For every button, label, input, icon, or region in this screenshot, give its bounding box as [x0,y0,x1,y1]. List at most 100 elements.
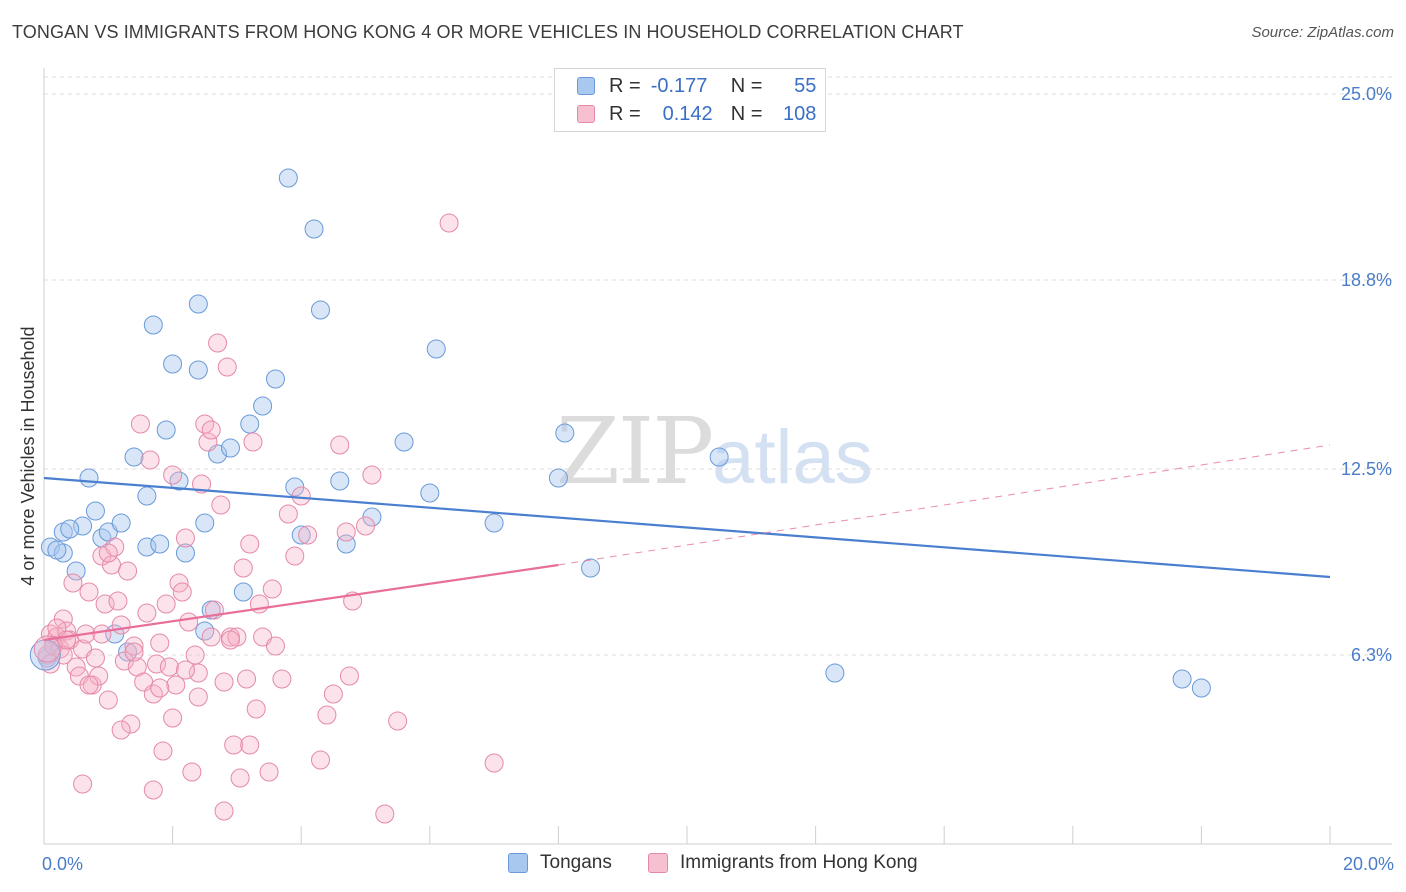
y-tick-label: 18.8% [1341,270,1392,290]
point-tongans [137,486,157,506]
point-hongkong [217,357,237,377]
point-hongkong [224,735,244,755]
legend-item-tongans: Tongans [508,852,612,874]
point-tongans [188,360,208,380]
legend-row-hongkong: R = 0.142 N = 108 [577,101,816,127]
point-hongkong [111,720,131,740]
trend-line-hongkong-extended [558,444,1331,566]
y-tick-label: 6.3% [1351,645,1392,665]
point-hongkong [285,546,305,566]
point-hongkong [214,801,234,821]
point-tongans [1191,678,1211,698]
point-hongkong [185,645,205,665]
y-tick-label: 25.0% [1341,84,1392,104]
legend-swatch-hongkong [577,105,595,123]
point-tongans [85,501,105,521]
legend-row-tongans: R = -0.177 N = 55 [577,73,816,99]
point-tongans [304,219,324,239]
point-hongkong [108,591,128,611]
point-tongans [195,513,215,533]
legend-item-hongkong: Immigrants from Hong Kong [648,852,918,874]
point-hongkong [439,213,459,233]
point-hongkong [298,525,318,545]
legend-r-label: R = [609,102,641,125]
series-legend: Tongans Immigrants from Hong Kong [0,852,1406,878]
point-hongkong [172,582,192,602]
point-tongans [156,420,176,440]
point-tongans [175,543,195,563]
point-tongans [220,438,240,458]
legend-swatch-tongans [508,853,528,873]
point-tongans [330,471,350,491]
point-hongkong [198,432,218,452]
point-tongans [143,315,163,335]
point-tongans [1172,669,1192,689]
point-hongkong [163,465,183,485]
point-hongkong [192,474,212,494]
point-tongans [825,663,845,683]
point-hongkong [201,420,221,440]
point-hongkong [163,708,183,728]
point-hongkong [323,684,343,704]
point-hongkong [375,804,395,824]
point-hongkong [175,660,195,680]
point-tongans [484,513,504,533]
y-tick-label: 12.5% [1341,459,1392,479]
point-hongkong [233,558,253,578]
point-hongkong [208,333,228,353]
point-hongkong [484,753,504,773]
point-hongkong [262,579,282,599]
trend-line-tongans [43,476,1331,579]
point-tongans [163,354,183,374]
watermark-zip: ZIP [556,398,714,505]
point-hongkong [182,762,202,782]
point-hongkong [291,486,311,506]
point-hongkong [188,687,208,707]
chart-title: TONGAN VS IMMIGRANTS FROM HONG KONG 4 OR… [12,22,964,42]
legend-swatch-tongans [577,77,595,95]
point-hongkong [230,768,250,788]
point-hongkong [272,669,292,689]
legend-r-value: -0.177 [650,74,708,97]
point-hongkong [140,450,160,470]
point-tongans [278,168,298,188]
legend-n-value: 108 [783,102,817,125]
point-hongkong [220,630,240,650]
point-hongkong [85,648,105,668]
point-tongans [394,432,414,452]
point-hongkong [79,675,99,695]
point-hongkong [63,573,83,593]
point-hongkong [214,672,234,692]
point-hongkong [98,543,118,563]
point-hongkong [156,594,176,614]
point-hongkong [362,465,382,485]
point-tongans [709,447,729,467]
point-hongkong [330,435,350,455]
point-hongkong [95,594,115,614]
point-hongkong [388,711,408,731]
tick-labels: 6.3% 12.5% 18.8% 25.0% 0.0% 20.0% [42,84,1394,874]
point-hongkong [130,414,150,434]
point-hongkong [159,657,179,677]
point-hongkong [188,663,208,683]
legend-n-label: N = [730,74,763,97]
point-hongkong [175,528,195,548]
point-tongans [253,396,273,416]
point-hongkong [111,615,131,635]
point-tongans [548,468,568,488]
point-hongkong [73,774,93,794]
point-hongkong [166,675,186,695]
stats-legend: R = -0.177 N = 55 R = 0.142 N = 108 [554,68,826,132]
point-tongans [265,369,285,389]
point-tongans [66,561,86,581]
y-axis-label: 4 or more Vehicles in Household [18,326,38,585]
point-hongkong [265,636,285,656]
point-hongkong [153,741,173,761]
point-tongans [426,339,446,359]
legend-r-label: R = [609,74,641,97]
point-hongkong [317,705,337,725]
point-tongans [73,516,93,536]
point-tongans [240,414,260,434]
point-tongans [291,525,311,545]
